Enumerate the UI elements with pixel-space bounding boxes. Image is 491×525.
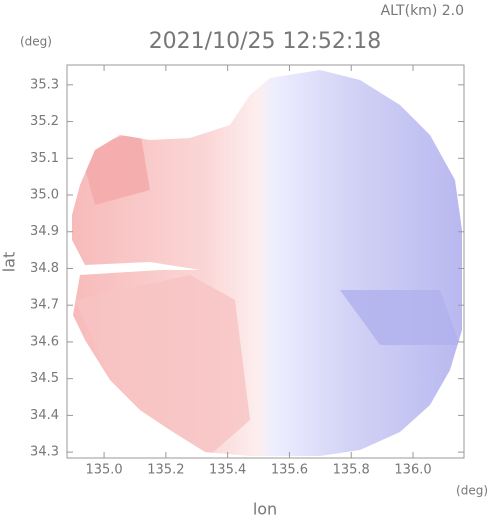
x-unit: (deg) (456, 484, 488, 498)
x-tick-label: 135.8 (333, 463, 370, 478)
x-axis-label: lon (253, 500, 277, 519)
y-tick-label: 35.0 (30, 188, 59, 203)
y-tick-label: 34.5 (30, 371, 59, 386)
chart-title: 2021/10/25 12:52:18 (149, 29, 382, 54)
y-tick-label: 34.3 (30, 445, 59, 460)
x-tick-label: 135.6 (271, 463, 308, 478)
x-tick-label: 136.0 (394, 463, 431, 478)
x-tick-label: 135.2 (147, 463, 184, 478)
y-tick-label: 35.3 (30, 77, 59, 92)
y-tick-label: 34.4 (30, 408, 59, 423)
plot-frame (66, 64, 465, 459)
x-tick-label: 135.0 (85, 463, 122, 478)
y-tick-label: 34.9 (30, 224, 59, 239)
y-tick-label: 34.7 (30, 298, 59, 313)
radar-field (72, 70, 462, 456)
x-tick-label: 135.4 (209, 463, 246, 478)
y-tick-label: 34.8 (30, 261, 59, 276)
y-tick-label: 35.1 (30, 151, 59, 166)
y-tick-label: 34.6 (30, 334, 59, 349)
y-axis-label: lat (0, 252, 19, 273)
altitude: ALT(km) 2.0 (381, 3, 464, 19)
y-tick-label: 35.2 (30, 114, 59, 129)
y-unit: (deg) (20, 35, 52, 49)
